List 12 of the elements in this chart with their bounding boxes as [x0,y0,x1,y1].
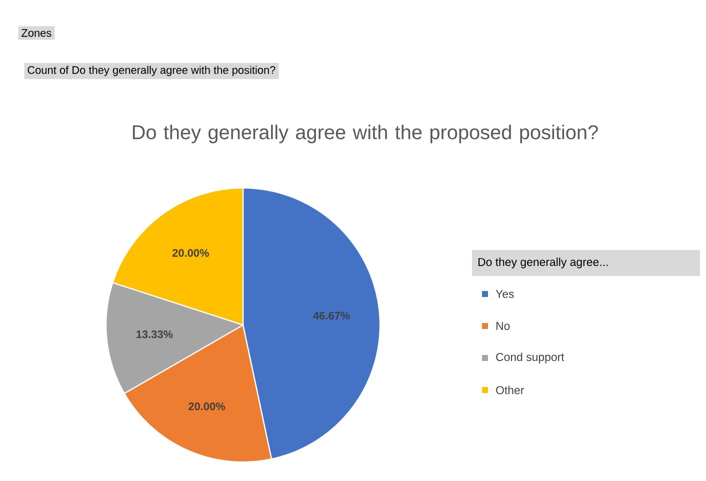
chart-title: Do they generally agree with the proposed position? [132,124,598,144]
data-label: 46.67% [313,312,350,320]
text: Zones [22,29,52,37]
legend-label: Other [496,386,524,394]
legend-label: Yes [496,290,514,298]
data-label: 20.00% [172,249,209,257]
legend-label: Cond support [496,352,564,364]
data-label: 20.00% [188,402,226,410]
legend-label: No [496,322,510,330]
legend-title: Do they generally agree... [478,258,608,268]
data-label: 13.33% [136,330,173,338]
text: Count of Do they generally agree with the position? [28,66,276,76]
